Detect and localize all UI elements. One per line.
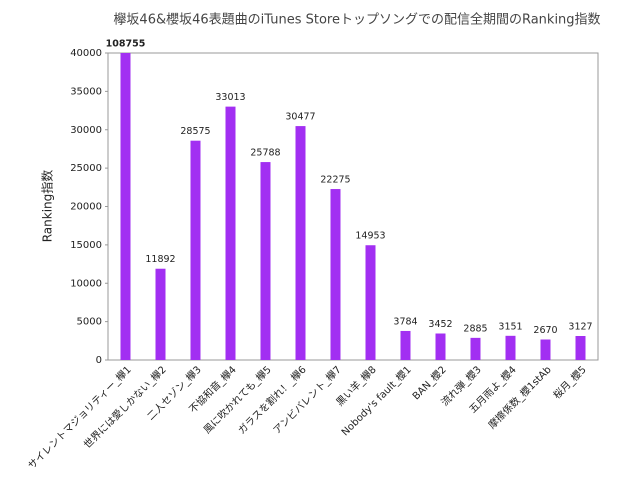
data-label: 30477: [285, 112, 315, 123]
y-tick-label: 25000: [70, 163, 102, 174]
data-label: 33013: [215, 92, 245, 103]
data-label: 2670: [533, 325, 557, 336]
bar: [505, 335, 516, 360]
bar: [295, 126, 306, 361]
data-label: 11892: [145, 254, 175, 265]
plot-area: [107, 52, 599, 361]
data-label: 2885: [463, 323, 487, 334]
bar: [155, 268, 166, 360]
data-label: 3452: [428, 319, 452, 330]
chart-title: 欅坂46&櫻坂46表題曲のiTunes Storeトップソングでの配信全期間のR…: [113, 12, 600, 28]
data-label: 28575: [180, 126, 210, 137]
data-label: 14953: [355, 231, 385, 242]
data-label: 3784: [393, 316, 417, 327]
bar: [190, 140, 201, 360]
y-tick-label: 40000: [70, 48, 102, 59]
y-tick-label: 20000: [70, 202, 102, 213]
y-axis-label: Ranking指数: [40, 170, 55, 243]
bar: [470, 337, 481, 360]
y-tick-label: 0: [96, 355, 102, 366]
x-tick-label: アンビバレント_欅7: [271, 364, 344, 437]
y-tick-label: 30000: [70, 125, 102, 136]
bar: [540, 339, 551, 360]
bar: [260, 162, 271, 360]
y-tick-label: 35000: [70, 86, 102, 97]
x-tick-label: 桜月_櫻5: [550, 363, 588, 401]
bar: [365, 245, 376, 360]
bar: [400, 330, 411, 360]
data-label: 108755: [106, 39, 146, 50]
x-tick-label: ガラスを割れ！_欅6: [235, 363, 309, 437]
y-tick-label: 15000: [70, 240, 102, 251]
data-label: 22275: [320, 175, 350, 186]
bar: [575, 336, 586, 360]
bar: [120, 53, 131, 360]
bar: [435, 333, 446, 360]
data-label: 3127: [568, 322, 592, 333]
x-tick-label: 摩擦係数_櫻1stAb: [485, 363, 553, 431]
data-label: 25788: [250, 148, 280, 159]
bar: [225, 106, 236, 361]
y-tick-label: 5000: [77, 317, 102, 328]
data-label: 3151: [498, 321, 522, 332]
bar: [330, 189, 341, 360]
x-tick-label: 風に吹かれても_欅5: [201, 363, 274, 436]
y-tick-label: 10000: [70, 278, 102, 289]
